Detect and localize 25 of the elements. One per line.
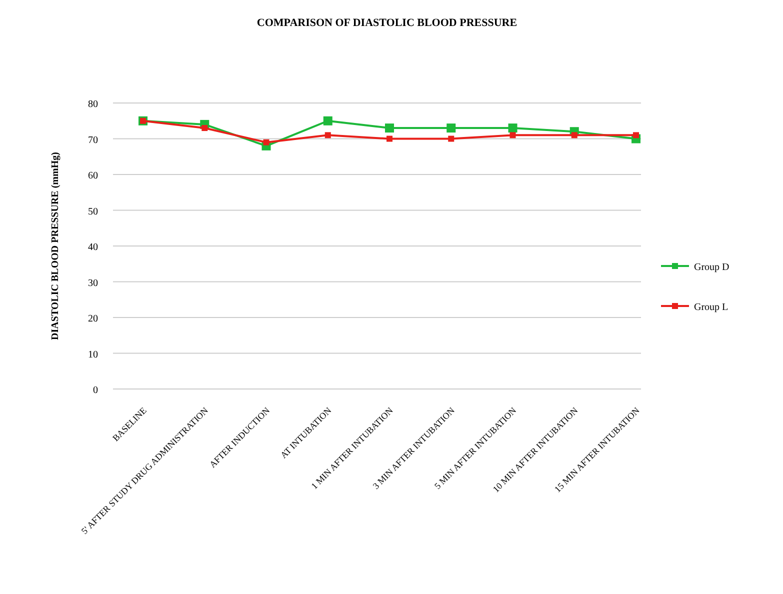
point — [446, 124, 456, 133]
y-tick-label: 70 — [88, 134, 98, 146]
y-axis-title: DIASTOLIC BLOOD PRESSURE (mmHg) — [50, 152, 61, 340]
y-tick-label: 30 — [88, 278, 98, 289]
point — [323, 116, 332, 126]
point — [202, 125, 208, 132]
y-tick-label: 80 — [88, 99, 98, 110]
y-tick-label: 10 — [88, 349, 98, 360]
point — [510, 132, 516, 138]
y-tick-label: 0 — [93, 385, 98, 396]
point — [386, 136, 392, 142]
point — [571, 132, 578, 138]
point — [448, 136, 454, 142]
point — [385, 124, 394, 133]
y-tick-label: 40 — [88, 242, 98, 253]
legend-label: Group D — [694, 262, 730, 273]
y-tick-label: 60 — [88, 170, 98, 182]
legend-label: Group L — [694, 302, 728, 313]
point — [508, 124, 518, 133]
y-tick-label: 20 — [88, 314, 98, 324]
chart-title: COMPARISON OF DIASTOLIC BLOOD PRESSURE — [256, 17, 518, 29]
point — [633, 132, 639, 138]
point — [263, 139, 270, 146]
point — [324, 132, 331, 138]
y-tick-label: 50 — [88, 206, 98, 218]
